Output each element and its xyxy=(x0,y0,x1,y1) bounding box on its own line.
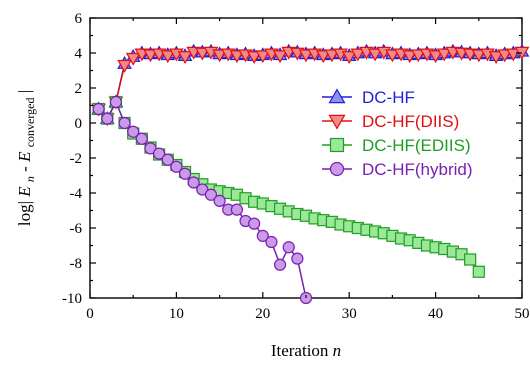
y-tick-label: -4 xyxy=(70,186,83,202)
data-point-dc-hf-hybrid xyxy=(92,102,105,116)
x-tick-label: 20 xyxy=(255,306,270,322)
data-point-dc-hf-hybrid xyxy=(101,112,114,125)
x-axis-label-var: n xyxy=(333,341,342,360)
y-tick-label: -8 xyxy=(70,256,83,272)
y-axis-label: log| E n - E converged | xyxy=(15,90,38,226)
data-point-dc-hf-hybrid xyxy=(248,217,261,230)
data-point-dc-hf-hybrid xyxy=(127,125,140,138)
data-point-dc-hf-diis xyxy=(488,51,504,65)
legend: DC-HF DC-HF(DIIS) DC-HF(EDIIS) DC-HF(hybrid… xyxy=(322,88,473,179)
data-point-dc-hf-diis xyxy=(367,48,383,62)
data-point-dc-hf-diis xyxy=(471,49,487,63)
data-point-dc-hf-diis xyxy=(497,49,513,63)
data-point-dc-hf-diis xyxy=(350,48,366,62)
legend-marker xyxy=(329,161,345,177)
legend-label: DC-HF(hybrid) xyxy=(362,160,473,179)
data-point-dc-hf-hybrid xyxy=(291,252,304,265)
data-point-dc-hf-ediis xyxy=(464,253,477,266)
y-axis-label-E1: E xyxy=(15,186,34,198)
data-point-dc-hf-diis xyxy=(255,50,271,64)
data-point-dc-hf-diis xyxy=(125,52,141,66)
series-dc-hf-diis xyxy=(91,46,530,127)
data-point-dc-hf-hybrid xyxy=(161,153,174,166)
y-axis-label-sub-n: n xyxy=(23,176,37,182)
y-tick-label: 4 xyxy=(75,46,83,62)
data-point-dc-hf-hybrid xyxy=(282,241,295,254)
x-tick-label: 10 xyxy=(169,306,184,322)
x-axis-label-text: Iteration xyxy=(271,341,329,360)
data-point-dc-hf-hybrid xyxy=(187,176,200,189)
data-point-dc-hf-hybrid xyxy=(178,167,192,180)
data-point-dc-hf-diis xyxy=(143,49,158,63)
data-point-dc-hf-diis xyxy=(506,48,521,62)
data-point-dc-hf-hybrid xyxy=(230,203,243,216)
legend-label: DC-HF(DIIS) xyxy=(362,112,459,131)
series-dc-hf-hybrid xyxy=(92,95,313,305)
data-point-dc-hf-diis xyxy=(428,50,443,64)
y-axis-label-E2: E xyxy=(15,151,34,163)
series-line-dc-hf xyxy=(98,50,523,120)
data-point-dc-hf-diis xyxy=(341,51,357,65)
data-point-dc-hf-hybrid xyxy=(135,132,148,145)
y-axis-label-suffix: | xyxy=(15,90,34,93)
legend-label: DC-HF(EDIIS) xyxy=(362,136,471,155)
x-tick-label: 50 xyxy=(515,306,530,322)
y-axis-label-minus: - xyxy=(15,162,34,172)
y-tick-label: -6 xyxy=(70,221,83,237)
x-tick-label: 30 xyxy=(342,306,357,322)
x-tick-label: 0 xyxy=(86,306,94,322)
y-axis-label-sub-converged: converged xyxy=(23,98,37,148)
y-tick-label: -10 xyxy=(62,291,82,307)
data-point-dc-hf-diis xyxy=(212,49,227,63)
series-layer xyxy=(91,43,530,305)
data-point-dc-hf-diis xyxy=(324,49,340,63)
data-point-dc-hf-hybrid xyxy=(109,95,123,109)
data-point-dc-hf-diis xyxy=(194,47,210,61)
legend-entry-dc-hf: DC-HF xyxy=(322,88,415,107)
legend-marker xyxy=(328,114,346,130)
data-point-dc-hf-hybrid xyxy=(265,235,278,249)
y-tick-label: 2 xyxy=(75,81,83,97)
data-point-dc-hf-diis xyxy=(177,51,193,65)
data-point-dc-hf-hybrid xyxy=(273,258,287,271)
y-tick-label: 6 xyxy=(75,11,83,27)
legend-marker xyxy=(329,137,345,153)
data-point-dc-hf-diis xyxy=(315,50,331,64)
x-tick-label: 40 xyxy=(428,306,443,322)
legend-entry-dc-hf-hybrid: DC-HF(hybrid) xyxy=(322,160,473,179)
data-point-dc-hf-diis xyxy=(229,50,245,64)
legend-marker xyxy=(328,88,346,104)
y-axis-label-prefix: log| xyxy=(15,197,34,226)
data-point-dc-hf-diis xyxy=(160,50,176,64)
axes-layer: 0 10 20 30 40 50 -10 -8 -6 -4 -2 0 2 4 6 xyxy=(62,11,530,322)
legend-label: DC-HF xyxy=(362,88,415,107)
data-point-dc-hf-ediis xyxy=(472,265,485,278)
data-point-dc-hf-hybrid xyxy=(144,142,157,155)
data-point-dc-hf-diis xyxy=(117,59,132,73)
y-tick-label: -2 xyxy=(70,151,83,167)
legend-entry-dc-hf-diis: DC-HF(DIIS) xyxy=(322,112,459,131)
data-point-dc-hf-diis xyxy=(436,48,452,62)
x-axis-label: Iteration n xyxy=(271,341,341,360)
data-point-dc-hf-diis xyxy=(272,50,288,64)
data-point-dc-hf-hybrid xyxy=(256,229,269,242)
data-point-dc-hf-hybrid xyxy=(213,194,226,207)
data-point-dc-hf-diis xyxy=(402,50,418,64)
data-point-dc-hf-hybrid xyxy=(153,147,166,160)
data-point-dc-hf-hybrid xyxy=(196,183,209,196)
data-point-dc-hf-hybrid xyxy=(170,160,183,173)
y-tick-label: 0 xyxy=(75,116,83,132)
data-point-dc-hf-diis xyxy=(410,49,426,63)
data-point-dc-hf-hybrid xyxy=(204,188,218,201)
data-point-dc-hf-diis xyxy=(298,49,314,63)
data-point-dc-hf-hybrid xyxy=(118,116,131,130)
legend-entry-dc-hf-ediis: DC-HF(EDIIS) xyxy=(322,136,471,155)
data-point-dc-hf-diis xyxy=(246,51,262,65)
data-point-dc-hf-diis xyxy=(385,49,400,63)
series-line-dc-hf-diis xyxy=(98,51,523,120)
